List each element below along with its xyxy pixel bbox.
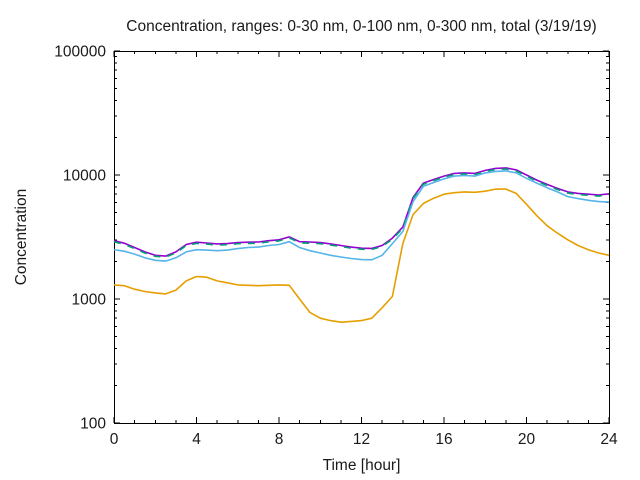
chart-title: Concentration, ranges: 0-30 nm, 0-100 nm… bbox=[126, 18, 597, 35]
series-line-0-100-nm bbox=[113, 170, 610, 262]
x-tick-label: 16 bbox=[435, 431, 452, 448]
x-tick-label: 24 bbox=[600, 431, 618, 448]
x-tick-label: 12 bbox=[353, 431, 370, 448]
y-tick-label: 100 bbox=[80, 416, 106, 433]
plot-border bbox=[114, 51, 610, 424]
x-axis-title: Time [hour] bbox=[322, 457, 401, 474]
x-tick-label: 20 bbox=[518, 431, 536, 448]
x-tick-label: 0 bbox=[110, 431, 119, 448]
y-tick-label: 1000 bbox=[72, 292, 107, 309]
y-tick-label: 10000 bbox=[63, 168, 106, 185]
y-tick-label: 100000 bbox=[54, 44, 106, 61]
series-line-total bbox=[113, 167, 610, 257]
series-line-0-30-nm bbox=[113, 188, 610, 324]
series-line-0-300-nm bbox=[113, 168, 610, 258]
x-tick-label: 4 bbox=[192, 431, 201, 448]
x-tick-label: 8 bbox=[275, 431, 284, 448]
